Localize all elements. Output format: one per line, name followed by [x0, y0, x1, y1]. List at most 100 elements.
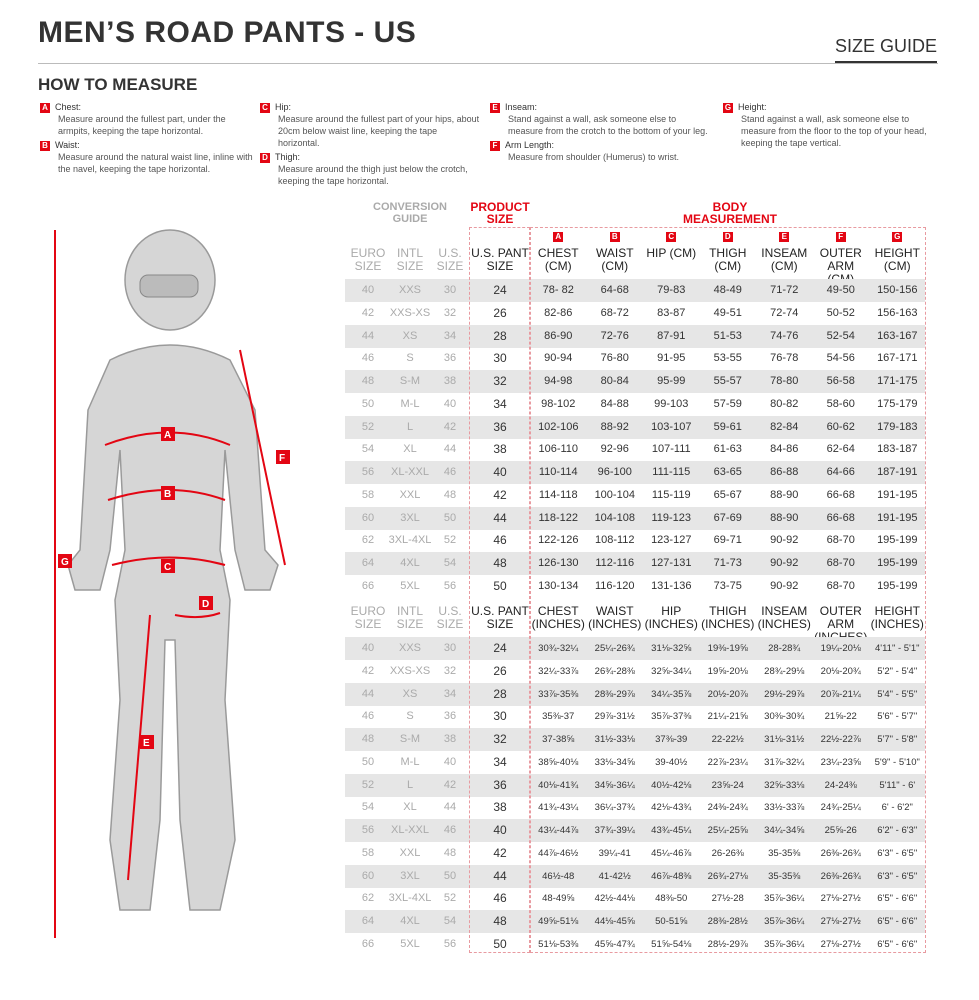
- table-cell: 30: [493, 351, 507, 366]
- table-cell: 104-108: [594, 511, 635, 524]
- table-row: 60 3XL 50 44 118-122 104-108 119-123 67-69 88-90…: [345, 506, 925, 530]
- instruction-label: Hip:: [275, 102, 292, 112]
- table-row: 48 S-M 38 32 94-98 80-84 95-99 55-57 78-80 56-58 1…: [345, 370, 925, 393]
- table-cell: 119-123: [651, 511, 692, 524]
- table-cell: 6' - 6'2": [881, 802, 913, 814]
- table-cell: S-M: [399, 375, 421, 387]
- conversion-column-header: EURO SIZE: [350, 246, 386, 273]
- table-cell: 195-199: [877, 534, 918, 547]
- table-cell: 163-167: [877, 329, 918, 342]
- table-cell: XXS-XS: [389, 306, 431, 319]
- table-cell: 40⅛-41¾: [538, 779, 579, 791]
- letter-badge: E: [779, 232, 790, 242]
- table-cell: 5XL: [400, 579, 420, 592]
- table-cell: 69-71: [713, 534, 742, 547]
- table-cell: 42½-44⅛: [594, 893, 635, 905]
- instruction-label: Waist:: [55, 140, 80, 150]
- table-cell: 5'11" - 6': [879, 779, 916, 791]
- table-row: 50 M-L 40 34 98-102 84-88 99-103 57-59 80-82 58-6…: [345, 393, 925, 416]
- instruction-column: G Height: Stand against a wall, ask someon…: [723, 101, 943, 151]
- table-cell: 52: [443, 892, 457, 905]
- table-cell: 32: [493, 374, 507, 388]
- table-cell: 54: [361, 443, 375, 456]
- table-cell: 78- 82: [542, 284, 574, 296]
- body-measurement-border: [530, 227, 926, 953]
- instruction-column: A Chest: Measure around the fullest part, …: [40, 101, 260, 177]
- letter-badge: E: [490, 103, 500, 113]
- table-cell: 42: [361, 664, 375, 677]
- measurement-column-header: WAIST (INCHES): [588, 604, 642, 631]
- table-cell: 66-68: [826, 511, 855, 524]
- table-cell: 56: [361, 824, 375, 836]
- table-cell: 52-54: [826, 329, 855, 342]
- table-cell: 72-74: [770, 306, 799, 319]
- table-cell: 26¾-28⅜: [594, 665, 635, 677]
- table-cell: 50: [361, 397, 375, 410]
- table-cell: 35⅞-36¼: [764, 938, 805, 950]
- table-row: 42 XXS-XS 32 26 32¼-33⅞ 26¾-28⅜ 32⅝-34¼ 19⅝-20⅛…: [345, 660, 925, 683]
- table-cell: 90-92: [770, 534, 799, 547]
- table-cell: 49-50: [826, 284, 855, 296]
- table-cell: 82-84: [770, 420, 799, 433]
- table-cell: 90-94: [544, 352, 573, 365]
- table-row: 62 3XL-4XL 52 46 48-49⅝ 42½-44⅛ 48⅜-50 27½-28 35…: [345, 887, 925, 910]
- table-cell: 52: [361, 778, 375, 791]
- table-cell: 73-75: [713, 579, 742, 592]
- table-cell: 28: [493, 686, 507, 701]
- table-cell: 55-57: [713, 375, 742, 387]
- table-cell: 54-56: [826, 352, 855, 365]
- table-cell: 59-61: [713, 420, 742, 433]
- table-cell: 34: [443, 687, 457, 700]
- table-cell: 31½-33⅛: [594, 734, 635, 745]
- table-cell: XL: [403, 443, 417, 456]
- table-cell: 5'6" - 5'7": [877, 711, 918, 723]
- pant-size-header: U.S. PANT SIZE: [471, 604, 529, 631]
- letter-badge: C: [666, 232, 677, 242]
- measurement-column-header: HEIGHT (INCHES): [870, 604, 924, 631]
- table-cell: 21¼-21⅝: [707, 711, 748, 723]
- table-cell: 35⅞-36¼: [764, 916, 805, 927]
- table-cell: 90-92: [770, 557, 799, 569]
- table-cell: 38: [443, 375, 457, 387]
- table-row: 46 S 36 30 35⅜-37 29⅞-31½ 35⅞-37⅜ 21¼-21⅝ 30⅜-30…: [345, 705, 925, 728]
- table-cell: 6'5" - 6'6": [877, 893, 918, 905]
- table-cell: 6'2" - 6'3": [877, 825, 918, 836]
- table-cell: 32⅝-34¼: [651, 665, 692, 677]
- table-row: 54 XL 44 38 106-110 92-96 107-111 61-63 84-86 62-…: [345, 438, 925, 461]
- table-cell: 44: [361, 687, 375, 700]
- measurement-column-header: THIGH (CM): [709, 246, 747, 273]
- table-cell: 30¾-32¼: [538, 643, 579, 654]
- table-cell: 62: [361, 892, 375, 905]
- table-row: 44 XS 34 28 86-90 72-76 87-91 51-53 74-76 52-54 16…: [345, 324, 925, 348]
- table-cell: 46: [361, 710, 375, 723]
- table-cell: 87-91: [657, 329, 686, 342]
- table-cell: 64: [361, 915, 375, 927]
- table-cell: 48⅜-50: [655, 893, 688, 905]
- conversion-column-header: U.S. SIZE: [436, 604, 464, 631]
- table-cell: 42: [493, 845, 507, 860]
- table-cell: 34: [443, 329, 457, 342]
- product-size-heading: PRODUCT SIZE: [470, 200, 530, 226]
- how-to-measure-heading: HOW TO MEASURE: [38, 75, 198, 94]
- table-cell: 40½-42⅛: [651, 779, 692, 791]
- table-cell: 26⅜-26¾: [820, 847, 861, 859]
- table-cell: 88-92: [600, 420, 629, 433]
- table-cell: 43¼-44⅞: [538, 825, 579, 836]
- letter-badge: B: [40, 141, 50, 151]
- measurement-column-header: INSEAM (INCHES): [757, 604, 811, 631]
- table-cell: 50: [361, 755, 375, 768]
- table-cell: 42: [493, 487, 507, 502]
- table-cell: 5XL: [400, 937, 420, 950]
- table-cell: 79-83: [657, 284, 686, 296]
- table-cell: 51-53: [713, 329, 742, 342]
- table-cell: 26⅜-26¾: [820, 870, 861, 882]
- table-cell: 22⅞-23¼: [707, 756, 748, 768]
- table-cell: 54: [361, 801, 375, 814]
- measurement-column-header: CHEST (CM): [537, 246, 579, 273]
- table-cell: 44⅛-45⅝: [594, 916, 635, 927]
- table-cell: 66: [361, 937, 375, 950]
- body-figure: A B C D E F G: [54, 229, 290, 938]
- conversion-guide-heading: CONVERSION GUIDE: [373, 201, 447, 225]
- table-cell: 28⅜-29⅞: [594, 688, 635, 700]
- table-cell: 36¼-37¾: [594, 802, 635, 814]
